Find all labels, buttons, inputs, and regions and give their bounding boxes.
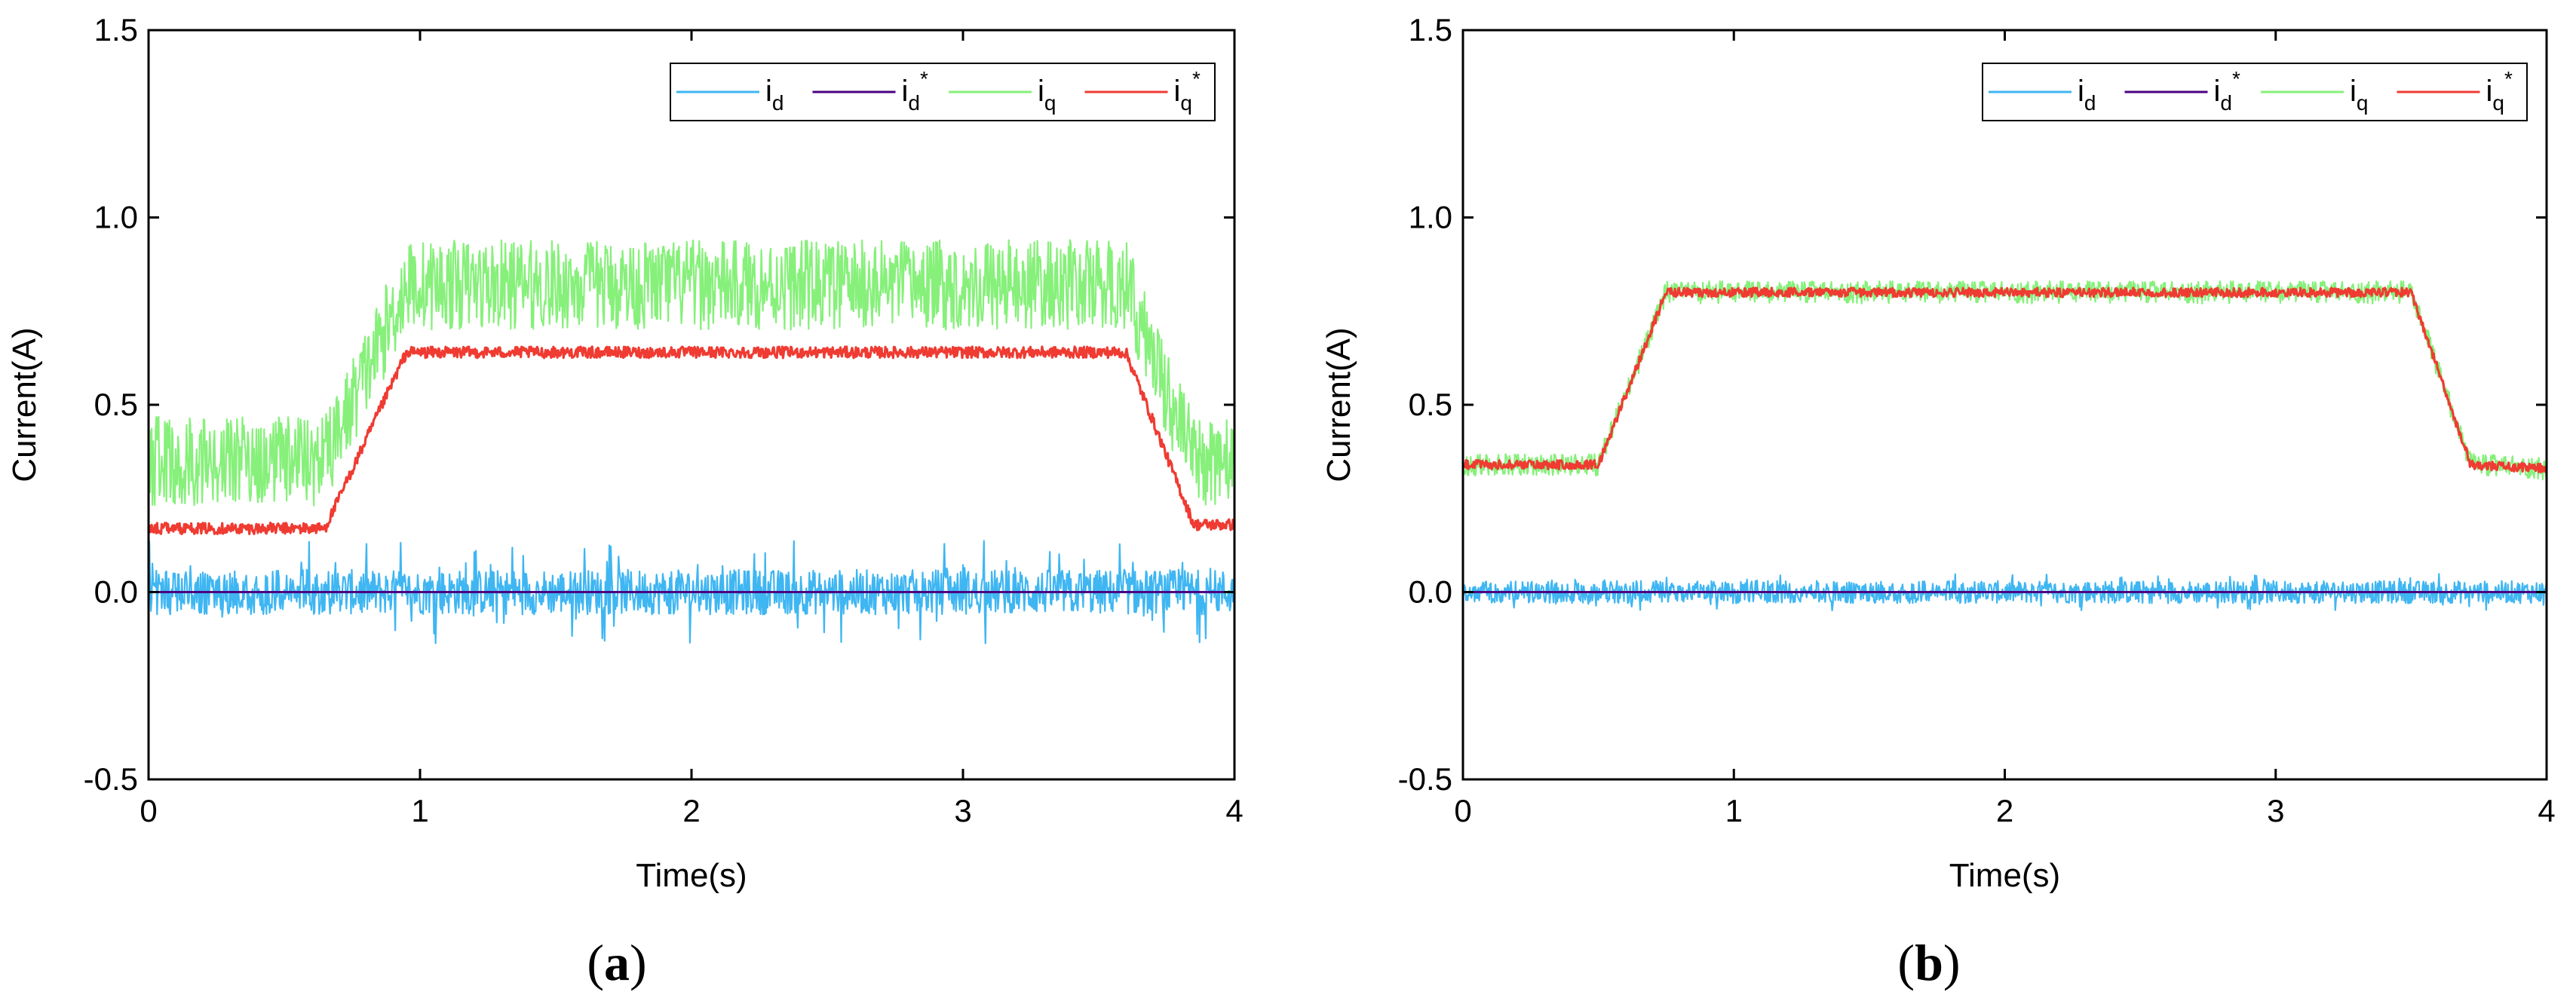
legend-label: id* (902, 67, 928, 115)
legend-label: iq* (1174, 67, 1201, 115)
panel-label-a: (a) (587, 934, 646, 991)
legend-label: id (2078, 75, 2096, 115)
x-axis-title: Time(s) (636, 857, 747, 894)
chart-panel-a: -0.5 0.0 0.5 1.0 1.5 0 1 2 3 4 Time(s) Current(A) id… (6, 12, 1244, 894)
x-tick-label: 1 (411, 793, 428, 828)
x-tick-label: 2 (682, 793, 700, 828)
legend-label: id* (2214, 67, 2240, 115)
x-tick-label: 4 (2538, 793, 2555, 828)
y-axis-title: Current(A) (1320, 327, 1357, 482)
chart-panel-b: -0.5 0.0 0.5 1.0 1.5 0 1 2 3 4 Time(s) Current(A) id… (1320, 12, 2556, 894)
x-tick-label: 0 (1454, 793, 1471, 828)
series-group (1463, 280, 2547, 612)
y-tick-label: 1.5 (1409, 12, 1452, 47)
legend-label: iq (2350, 75, 2368, 115)
y-axis-title: Current(A) (6, 327, 43, 482)
series-line-i-q-star (1463, 286, 2547, 473)
panel-label-b: (b) (1897, 934, 1960, 991)
plot-frame (1461, 29, 2548, 781)
x-tick-label: 0 (140, 793, 157, 828)
legend-label: id (765, 75, 784, 115)
series-line-i-d (149, 540, 1234, 644)
y-tick-label: 1.5 (94, 12, 138, 47)
series-line-i-q (1463, 280, 2547, 481)
y-tick-label: 1.0 (1409, 200, 1452, 235)
y-tick-label: 0.0 (1409, 574, 1452, 610)
x-tick-label: 2 (1996, 793, 2013, 828)
legend: id id* iq iq* (1982, 63, 2528, 121)
y-tick-label: 0.5 (94, 387, 138, 422)
y-tick-label: -0.5 (1398, 761, 1452, 797)
series-line-i-d (1463, 573, 2547, 612)
legend-label: iq* (2486, 67, 2513, 115)
x-tick-label: 1 (1725, 793, 1743, 828)
legend: id id* iq iq* (670, 63, 1216, 121)
y-tick-label: 0.0 (94, 574, 138, 610)
y-tick-label: 0.5 (1409, 387, 1452, 422)
x-tick-label: 4 (1225, 793, 1243, 828)
x-tick-label: 3 (2267, 793, 2284, 828)
legend-label: iq (1038, 75, 1056, 115)
plot-frame (147, 29, 1236, 781)
series-line-i-q (149, 239, 1234, 507)
series-group (149, 239, 1234, 644)
y-tick-label: 1.0 (94, 200, 138, 235)
x-tick-label: 3 (954, 793, 971, 828)
series-line-i-q-star (149, 345, 1234, 536)
x-axis-title: Time(s) (1949, 857, 2060, 894)
y-tick-label: -0.5 (84, 761, 138, 797)
